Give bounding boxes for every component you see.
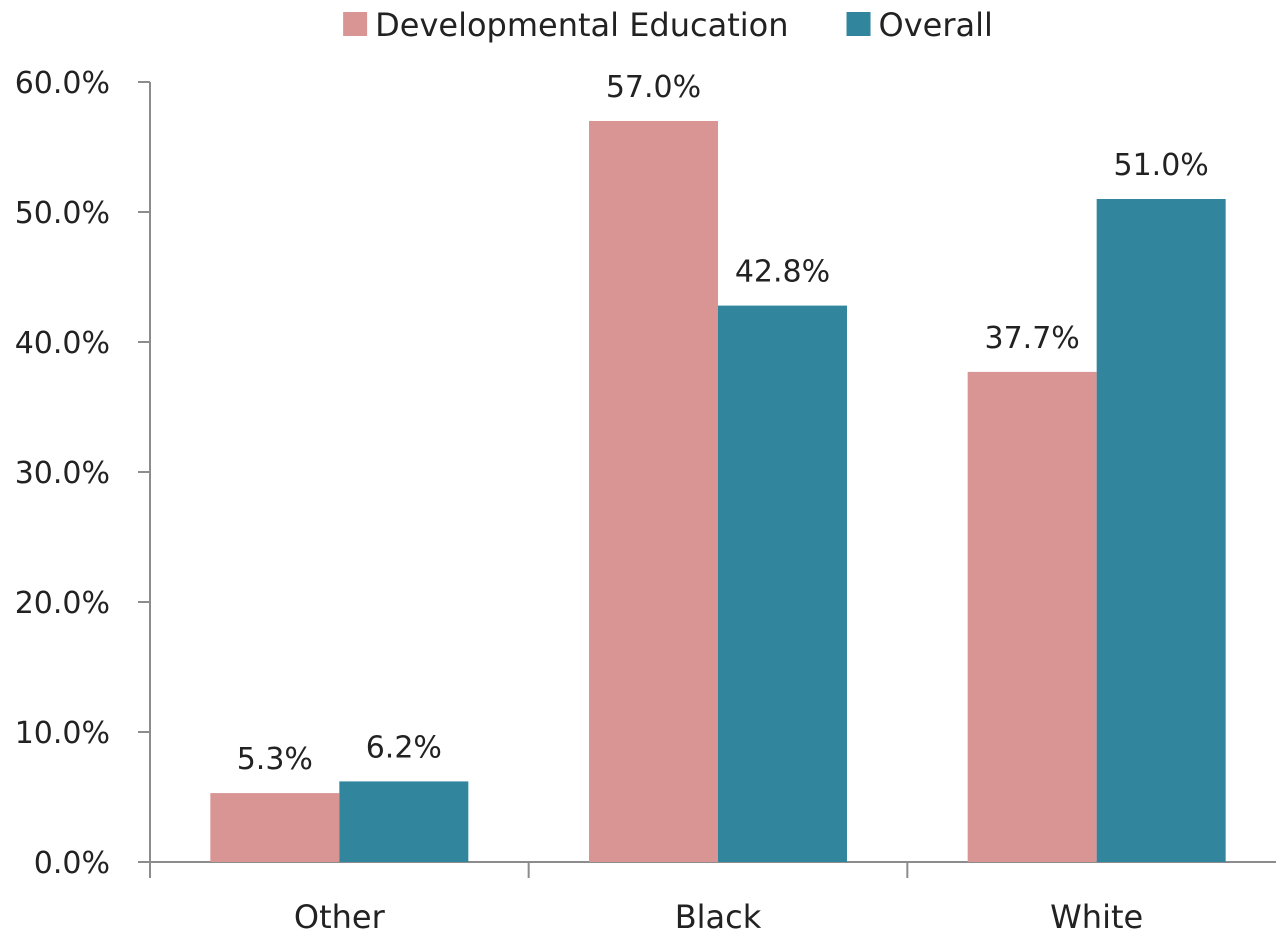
data-label: 51.0% <box>1114 148 1209 183</box>
bar <box>718 305 847 863</box>
bar <box>1096 199 1226 862</box>
bar <box>339 781 469 862</box>
data-label: 42.8% <box>735 255 830 290</box>
x-category-label: White <box>1050 898 1143 934</box>
y-tick-label: 0.0% <box>34 846 110 881</box>
bars <box>210 121 1226 863</box>
x-category-label: Black <box>675 898 762 934</box>
data-label: 57.0% <box>606 70 701 105</box>
legend-swatch <box>343 12 368 36</box>
legend-label: Developmental Education <box>375 6 788 44</box>
legend-item: Overall <box>846 6 993 44</box>
y-tick-label: 30.0% <box>15 456 110 491</box>
legend-item: Developmental Education <box>343 6 789 44</box>
y-axis: 0.0% 10.0% 20.0% 30.0% 40.0% 50.0% 60.0% <box>15 66 151 881</box>
y-tick-label: 40.0% <box>15 326 110 361</box>
data-label: 5.3% <box>237 742 313 777</box>
legend-label: Overall <box>879 6 993 44</box>
x-category-label: Other <box>294 898 386 934</box>
bar <box>967 371 1097 862</box>
bar <box>589 121 718 862</box>
x-axis: Other Black White <box>149 861 1276 934</box>
data-labels: 5.3% 6.2% 57.0% 42.8% 37.7% 51.0% <box>237 70 1209 777</box>
legend-swatch <box>846 12 871 36</box>
bar <box>210 793 340 862</box>
legend: Developmental Education Overall <box>343 6 993 44</box>
data-label: 37.7% <box>985 321 1080 356</box>
y-tick-label: 10.0% <box>15 716 110 751</box>
data-label: 6.2% <box>366 730 442 765</box>
y-tick-label: 60.0% <box>15 66 110 101</box>
y-tick-label: 20.0% <box>15 586 110 621</box>
y-tick-label: 50.0% <box>15 196 110 231</box>
